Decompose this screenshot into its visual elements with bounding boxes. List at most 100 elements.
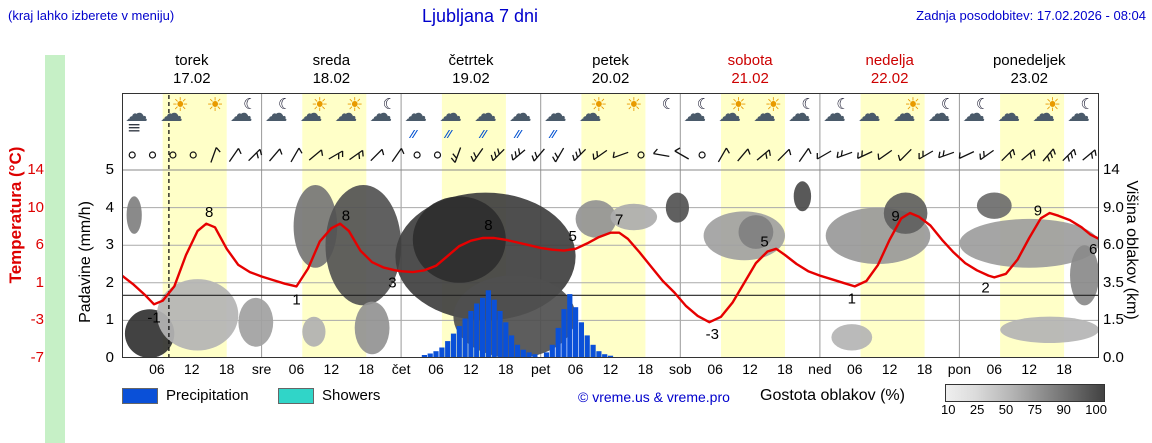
precip-bar bbox=[578, 322, 584, 358]
moon-icon: ☾ bbox=[278, 95, 292, 113]
precip-axis-title: Padavine (mm/h) bbox=[77, 201, 94, 323]
day-date: 20.02 bbox=[591, 70, 630, 87]
weather-icon: ☀ ☁ bbox=[890, 94, 925, 141]
weather-icon: ☁ ☾ bbox=[1064, 94, 1099, 141]
x-tick-label: sob bbox=[668, 361, 692, 377]
cloud-icon: ☁ bbox=[1067, 101, 1091, 127]
cloud-icon: ☁ bbox=[578, 101, 602, 127]
weather-icon: ☾ ☁ bbox=[680, 94, 715, 141]
rain-icon: ⁄⁄ bbox=[480, 128, 487, 141]
wind-calm-icon bbox=[698, 151, 706, 159]
cloud-tick-label: 6.0 bbox=[1103, 236, 1124, 254]
wind-barb-icon bbox=[836, 150, 853, 159]
weather-icon: ☁ ⁄⁄ bbox=[436, 94, 471, 141]
rain-icon: ⁄⁄ bbox=[446, 128, 452, 141]
legend-precipitation: Precipitation bbox=[122, 387, 249, 404]
wind-barb-icon bbox=[1021, 149, 1036, 161]
weather-icon: ☁ ⁄⁄ bbox=[401, 94, 436, 141]
temperature-value-label: 9 bbox=[891, 208, 899, 225]
moon-icon: ☾ bbox=[975, 95, 990, 113]
wind-barb-icon bbox=[938, 150, 955, 159]
meteogram-chart: -1 8 1 8 3 8 5 7 -3 5 1 9 2 9 6 bbox=[122, 93, 1099, 358]
moon-icon: ☾ bbox=[940, 95, 955, 113]
precip-bar bbox=[520, 349, 526, 358]
temperature-value-label: -1 bbox=[147, 309, 160, 326]
precip-bar bbox=[584, 335, 590, 358]
precip-bar bbox=[590, 344, 596, 358]
precip-bar bbox=[549, 344, 555, 358]
sun-icon: ☀ bbox=[346, 94, 364, 116]
wind-barb-icon bbox=[391, 148, 405, 162]
weather-icon: ☾ ☁ bbox=[820, 94, 855, 141]
wind-barb-icon bbox=[450, 147, 462, 163]
cloud-density-tick: 100 bbox=[1085, 402, 1107, 417]
wind-barb-icon bbox=[918, 150, 934, 160]
precip-bar bbox=[596, 351, 602, 358]
temp-tick-label: 14 bbox=[27, 161, 44, 178]
weather-icon: ☀ ☁ bbox=[157, 94, 192, 141]
cloud-icon: ☁ bbox=[787, 101, 811, 127]
weather-icon: ☀ bbox=[610, 94, 645, 141]
x-tick-label: 12 bbox=[183, 361, 200, 377]
cloud-area bbox=[126, 196, 142, 234]
cloud-density-label: Gostota oblakov (%) bbox=[760, 387, 905, 404]
temperature-value-label: 5 bbox=[760, 233, 768, 250]
cloud-icon: ☁ bbox=[334, 101, 358, 127]
weather-icon: ☾ bbox=[645, 94, 680, 141]
temp-tick-label: 6 bbox=[35, 236, 44, 254]
cloud-density-scale bbox=[945, 384, 1105, 402]
moon-icon: ☾ bbox=[836, 95, 850, 113]
left-accent-strip bbox=[45, 55, 65, 443]
weather-icon: ≡ ☁ bbox=[122, 94, 157, 141]
x-tick-label: 06 bbox=[567, 361, 584, 377]
precip-tick-label: 2 bbox=[105, 273, 114, 291]
precip-bar bbox=[514, 344, 521, 358]
copyright-link[interactable]: © vreme.us & vreme.pro bbox=[578, 389, 730, 405]
precip-bar bbox=[509, 335, 515, 358]
weather-icon: ☀ ☁ bbox=[296, 94, 331, 141]
x-tick-label: 12 bbox=[742, 361, 758, 377]
wind-barb-icon bbox=[552, 147, 565, 163]
temperature-value-label: 7 bbox=[615, 212, 623, 229]
day-header-ponedeljek: ponedeljek 23.02 bbox=[959, 52, 1099, 90]
cloud-icon: ☁ bbox=[997, 101, 1021, 127]
cloud-tick-label: 9.0 bbox=[1103, 198, 1124, 216]
day-header-sreda: sreda 18.02 bbox=[262, 52, 402, 90]
wind-barb-icon bbox=[877, 149, 893, 161]
weather-icon: ☀ ☁ bbox=[750, 94, 785, 141]
day-name: sobota bbox=[727, 52, 773, 69]
wind-calm-icon bbox=[189, 151, 197, 159]
day-name: ponedeljek bbox=[992, 52, 1066, 69]
x-tick-label: 18 bbox=[498, 361, 514, 377]
precip-bar bbox=[503, 322, 509, 358]
precip-bar bbox=[462, 318, 468, 358]
wind-calm-icon bbox=[169, 151, 177, 159]
temperature-value-label: 1 bbox=[848, 291, 856, 308]
cloud-icon: ☁ bbox=[1032, 101, 1056, 127]
precip-bar bbox=[532, 354, 538, 358]
weather-icon: ☀ ☁ bbox=[576, 94, 611, 141]
cloud-area bbox=[665, 192, 690, 223]
precip-bar bbox=[450, 333, 457, 358]
wind-barb-icon bbox=[756, 149, 771, 161]
wind-barb-icon bbox=[958, 151, 975, 159]
precip-bar bbox=[567, 294, 573, 358]
x-tick-label: 12 bbox=[463, 361, 479, 377]
precip-bar bbox=[573, 307, 579, 358]
temperature-value-label: 8 bbox=[205, 204, 213, 221]
wind-barb-icon bbox=[248, 148, 263, 162]
cloud-icon: ☁ bbox=[892, 101, 916, 127]
wind-calm-icon bbox=[433, 151, 442, 159]
cloud-area bbox=[976, 192, 1012, 219]
cloud-area bbox=[412, 196, 506, 283]
weather-icon: ☁ bbox=[855, 94, 890, 141]
precip-bar bbox=[555, 327, 561, 358]
cloud-icon: ☁ bbox=[718, 101, 742, 127]
cloud-area bbox=[1000, 316, 1099, 343]
precip-bar bbox=[497, 311, 503, 358]
precip-bar bbox=[491, 299, 497, 358]
sun-icon: ☀ bbox=[904, 94, 922, 116]
sun-icon: ☀ bbox=[729, 94, 748, 116]
cloud-area bbox=[325, 185, 402, 306]
precip-bar bbox=[427, 353, 433, 358]
